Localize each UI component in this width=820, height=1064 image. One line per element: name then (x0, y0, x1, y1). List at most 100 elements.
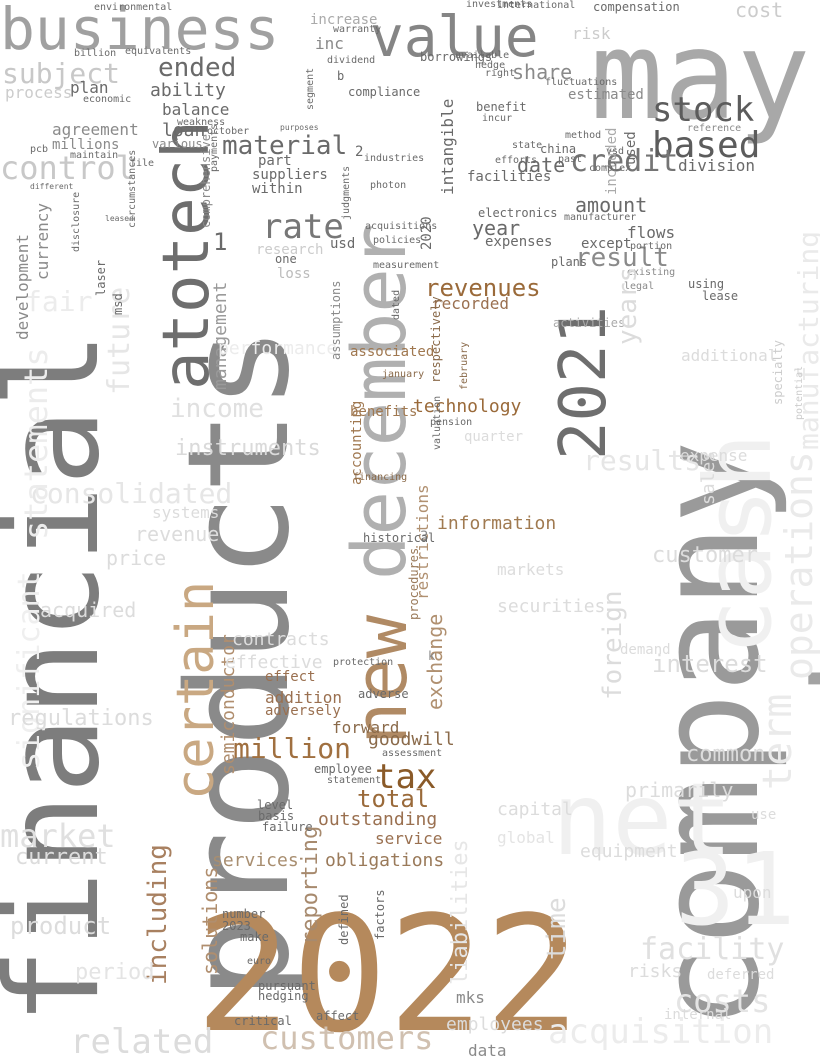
word-failure: failure (262, 820, 313, 834)
word-year: year (472, 216, 521, 240)
word-equipment: equipment (580, 841, 678, 862)
word-pension: pension (430, 417, 473, 428)
word-except: except (581, 236, 632, 252)
word-millions: millions (52, 137, 120, 153)
word-judgments: judgments (341, 165, 352, 220)
word-billion: billion (74, 48, 117, 59)
word-acquired: acquired (40, 598, 137, 622)
word-cost: cost (735, 0, 784, 22)
word-statements: statements (17, 347, 55, 540)
word-2022: 2022 (195, 881, 581, 1064)
word-portion: portion (630, 241, 673, 252)
word-additional: additional (681, 346, 778, 365)
word-procedures: procedures (407, 547, 421, 620)
word-certain: certain (166, 580, 226, 800)
word-division: division (678, 156, 756, 175)
word-customers: customers (260, 1019, 434, 1057)
word-quarter: quarter (464, 429, 524, 445)
word-goodwill: goodwill (368, 729, 455, 750)
word-net: net (552, 761, 733, 878)
word-related: related (70, 1022, 214, 1062)
word-make: make (240, 930, 269, 944)
word-capital: capital (497, 799, 573, 820)
word-right: right (485, 68, 516, 79)
word-purposes: purposes (280, 123, 319, 132)
word-contracts: contracts (232, 629, 330, 650)
word-control: control (0, 149, 135, 187)
word-employee: employee (314, 762, 372, 776)
word-stock: stock (652, 90, 755, 130)
word-years: years (613, 266, 643, 345)
word-ended: ended (158, 53, 237, 83)
word-balance: balance (162, 100, 230, 119)
word-hedge: hedge (475, 60, 506, 71)
word-total: total (357, 785, 430, 813)
word-currency: currency (33, 202, 52, 280)
word-adversely: adversely (265, 703, 341, 719)
word-liabilities: liabilities (448, 839, 473, 985)
word-compliance: compliance (348, 85, 421, 99)
word-investments: investments (466, 0, 533, 10)
word-estimated: estimated (568, 87, 644, 103)
word-activities: activities (553, 316, 626, 330)
word-various: various (152, 137, 203, 151)
word-leased: leased (105, 214, 134, 223)
word-laser: laser (94, 259, 108, 296)
word-complex: complex (589, 163, 632, 174)
word-different: different (30, 182, 74, 191)
word-obligations: obligations (325, 850, 445, 871)
word-associated: associated (350, 344, 435, 360)
word-2023: 2023 (222, 919, 251, 933)
word-ability: ability (150, 80, 226, 101)
word-economic: economic (83, 94, 132, 105)
word-intangible: intangible (438, 98, 457, 195)
word-recorded: recorded (432, 294, 510, 313)
word-industries: industries (364, 153, 425, 164)
word-business: business (0, 0, 280, 63)
word-equivalents: equivalents (125, 46, 192, 57)
word-photon: photon (370, 180, 407, 191)
word-research: research (256, 242, 324, 258)
word-fluctuations: fluctuations (545, 77, 618, 88)
word-vsd: vsd (606, 146, 625, 157)
word-file: file (130, 158, 155, 169)
word-common: common (686, 742, 766, 767)
word-internal: internal (664, 1007, 732, 1023)
word-benefits: benefits (350, 404, 418, 420)
word-international: international (497, 0, 576, 11)
word-lease: lease (702, 289, 739, 303)
word-markets: markets (497, 560, 565, 579)
word-within: within (252, 181, 303, 197)
word-costs: costs (674, 982, 771, 1020)
word-critical: critical (234, 1014, 292, 1028)
word-operations: operations (777, 451, 820, 680)
word-management: management (210, 281, 231, 390)
word-affect: affect (316, 1009, 360, 1023)
word-china: china (540, 142, 577, 156)
word-protection: protection (333, 657, 394, 668)
word-may: may (590, 5, 811, 147)
word-effect: effect (265, 669, 316, 685)
word-outstanding: outstanding (318, 809, 438, 830)
word-state: state (512, 140, 543, 151)
word-financing: financing (353, 472, 408, 483)
word-services: services (212, 850, 299, 871)
word-potential: potential (794, 365, 805, 420)
word-weakness: weakness (177, 117, 226, 128)
word-results: results (583, 444, 702, 477)
word-manufacturer: manufacturer (564, 212, 637, 223)
word-statement: statement (327, 775, 382, 786)
word-k: k (428, 649, 436, 663)
word-time: time (542, 897, 572, 960)
word-facilities: facilities (467, 169, 552, 185)
word-agreement: agreement (52, 120, 139, 139)
word-securities: securities (497, 596, 606, 617)
word-value: value (370, 5, 539, 70)
word-number: number (222, 907, 266, 921)
word-fair: fair (25, 285, 93, 318)
word-factors: factors (373, 889, 387, 940)
word-euro: euro (247, 956, 272, 967)
word-date: date (517, 153, 566, 177)
word-primarily: primarily (625, 778, 734, 802)
